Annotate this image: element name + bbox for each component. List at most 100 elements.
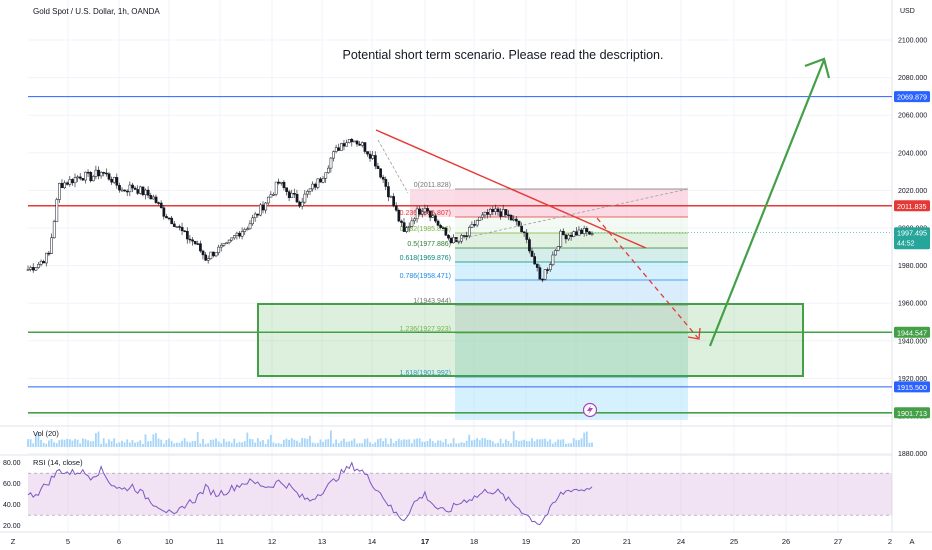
price-tag[interactable] — [894, 407, 930, 419]
candle-body — [512, 218, 516, 221]
projection-up-line[interactable] — [708, 59, 826, 347]
candle-body — [76, 176, 80, 179]
target-zone-box[interactable] — [257, 303, 804, 377]
price-tick-label: 2080.000 — [898, 75, 927, 82]
candle-body — [366, 151, 369, 155]
candle-body — [125, 190, 129, 193]
candle-body — [441, 227, 445, 229]
candle-body — [141, 186, 145, 195]
volume-bar — [290, 438, 293, 447]
price-tag[interactable] — [894, 91, 930, 103]
candle-body — [287, 191, 291, 198]
candle-body — [332, 151, 335, 159]
candle-body — [26, 269, 30, 271]
scenario-annotation[interactable]: Potential short term scenario. Please re… — [342, 48, 663, 62]
volume-bar — [152, 434, 155, 447]
volume-bar — [53, 442, 56, 447]
volume-bar — [418, 438, 421, 447]
candle-body — [418, 208, 422, 215]
lightning-icon[interactable] — [582, 402, 598, 418]
volume-bar — [484, 438, 486, 447]
volume-bar — [262, 440, 264, 447]
candle-body — [71, 179, 74, 184]
candle-body — [556, 246, 560, 251]
time-tick-label: 20 — [572, 537, 580, 546]
fib-level-label: 1.618(1901.992) — [400, 370, 451, 377]
downtrend-line[interactable] — [375, 129, 647, 249]
volume-bar — [191, 441, 194, 447]
trend-drawings[interactable] — [375, 57, 831, 418]
rsi-tick-label: 80.00 — [3, 460, 21, 467]
candle-body — [470, 224, 474, 228]
volume-bar — [413, 439, 416, 447]
candle-body — [264, 202, 268, 211]
candle-body — [535, 263, 539, 268]
volume-bar — [136, 441, 139, 447]
rsi-line — [27, 461, 593, 526]
volume-bar — [32, 443, 35, 447]
volume-bar — [225, 441, 228, 447]
candle-body — [562, 230, 565, 236]
price-tag[interactable] — [894, 326, 930, 338]
candle-body — [548, 264, 552, 270]
candle-body — [381, 176, 385, 180]
time-tick-label: 17 — [421, 537, 429, 546]
candle-body — [572, 231, 576, 237]
volume-bars — [27, 430, 593, 447]
candle-body — [376, 165, 380, 169]
candle-body — [509, 215, 513, 221]
candle-body — [172, 223, 176, 227]
volume-bar — [256, 438, 259, 447]
candle-body — [360, 142, 364, 146]
candle-body — [525, 232, 529, 240]
volume-bar — [50, 438, 53, 447]
volume-bar — [549, 439, 552, 447]
volume-bar — [134, 442, 136, 447]
volume-bar — [423, 441, 426, 447]
candle-body — [413, 218, 416, 222]
candle-body — [193, 240, 197, 244]
volume-bar — [507, 441, 510, 447]
candle-body — [340, 143, 343, 151]
volume-bar — [178, 442, 181, 447]
volume-bar — [141, 443, 144, 447]
arrow-head-up-icon — [804, 57, 831, 79]
symbol-title[interactable]: Gold Spot / U.S. Dollar, 1h, OANDA — [33, 7, 160, 16]
price-tag[interactable] — [894, 381, 930, 393]
rsi-indicator-title[interactable]: RSI (14, close) — [33, 458, 83, 467]
price-tag[interactable] — [894, 200, 930, 212]
candle-body — [112, 177, 116, 183]
volume-bar — [149, 441, 152, 447]
time-tick-label: 26 — [782, 537, 790, 546]
volume-bar — [356, 443, 358, 447]
volume-bar — [128, 442, 131, 447]
horizontal-lines[interactable] — [28, 96, 892, 414]
candle-body — [355, 140, 359, 145]
current-price-tag[interactable] — [894, 227, 930, 250]
candle-body — [107, 173, 111, 180]
time-tick-label: 18 — [470, 537, 478, 546]
volume-bar — [536, 439, 539, 447]
volume-bar — [442, 442, 445, 447]
axes: 2100.0002080.0002060.0002040.0002020.000… — [3, 38, 930, 546]
candle-body — [481, 214, 484, 218]
candle-body — [146, 189, 150, 196]
candle-body — [400, 220, 403, 223]
volume-indicator-title[interactable]: Vol (20) — [33, 429, 59, 438]
volume-bar — [528, 441, 531, 447]
volume-bar — [241, 442, 244, 447]
volume-bar — [113, 438, 116, 447]
projection-down-line[interactable] — [596, 217, 699, 339]
volume-bar — [246, 432, 249, 447]
volume-bar — [533, 441, 536, 447]
volume-bar — [173, 443, 176, 447]
fib-retracement-zones[interactable]: 0(2011.828) 0.236(1995.807) 0.382(1985.816… — [257, 182, 804, 420]
volume-bar — [327, 439, 330, 447]
volume-bar — [408, 439, 411, 447]
volume-bar — [421, 441, 424, 447]
fib-zone — [455, 305, 688, 333]
candle-body — [225, 242, 228, 245]
volume-bar — [319, 439, 322, 447]
volume-bar — [434, 442, 437, 447]
